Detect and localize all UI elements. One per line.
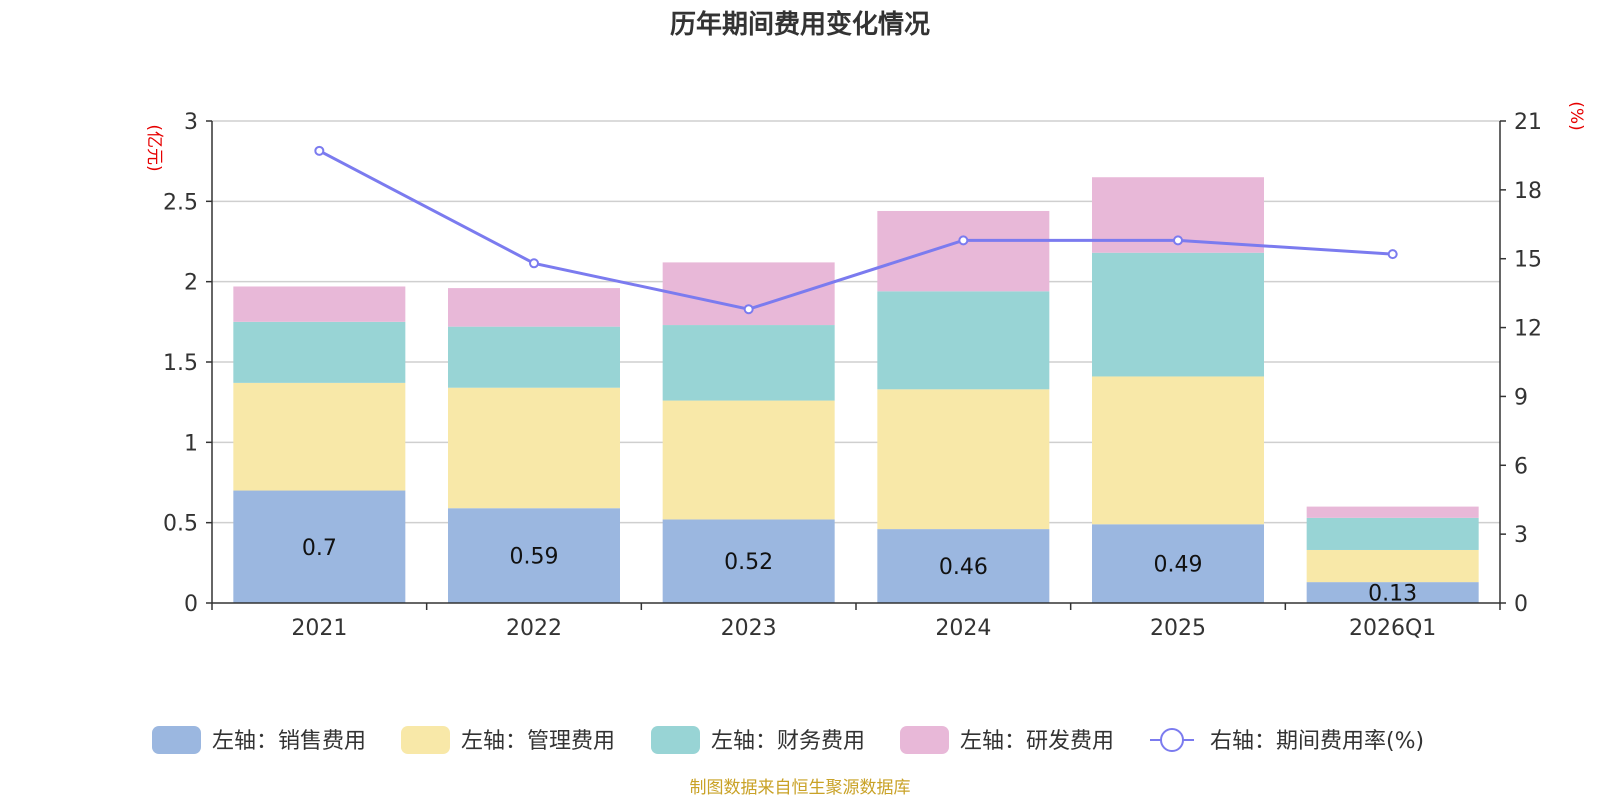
- legend-swatch: [900, 726, 949, 754]
- bar-segment: [1092, 376, 1264, 525]
- chart-title: 历年期间费用变化情况: [670, 9, 930, 40]
- right-axis-tick-label: 3: [1514, 523, 1528, 548]
- legend-label: 左轴：销售费用: [212, 729, 366, 754]
- x-axis-tick-label: 2021: [291, 616, 347, 641]
- left-axis-tick-label: 1.5: [163, 351, 198, 376]
- x-axis-tick-label: 2024: [935, 616, 991, 641]
- left-axis-tick-label: 3: [184, 110, 198, 135]
- rate-point: [529, 258, 539, 269]
- bar-segment: [233, 490, 406, 603]
- bar-segment: [662, 400, 835, 520]
- rate-point: [1387, 249, 1398, 260]
- legend-swatch: [401, 726, 450, 754]
- left-axis-tick-label: 1: [184, 431, 198, 456]
- x-axis-tick-label: 2023: [721, 616, 777, 641]
- right-axis-tick-label: 18: [1514, 179, 1542, 204]
- bar-segment: [877, 210, 1050, 292]
- right-axis-tick-label: 21: [1514, 110, 1542, 135]
- left-axis-tick-label: 2.5: [163, 190, 198, 215]
- legend: 左轴：销售费用 左轴：管理费用 左轴：财务费用 左轴：研发费用 右轴：期间费用率(%): [152, 726, 1424, 754]
- bar-segment: [1306, 549, 1479, 583]
- bar-segment: [233, 382, 406, 491]
- right-axis-tick-label: 9: [1514, 385, 1528, 410]
- bar-data-label: 0.59: [510, 545, 559, 570]
- bar-data-label: 0.49: [1154, 553, 1203, 578]
- bar-segment: [877, 389, 1050, 530]
- bar-data-label: 0.46: [939, 555, 988, 580]
- bar-segment: [877, 529, 1050, 603]
- rate-point: [1173, 235, 1183, 246]
- legend-label: 左轴：管理费用: [461, 729, 615, 754]
- rate-point: [314, 145, 325, 156]
- bar-segment: [662, 262, 835, 326]
- bar-segment: [448, 326, 620, 388]
- right-axis-tick-label: 12: [1514, 317, 1542, 342]
- legend-swatch: [651, 726, 700, 754]
- left-axis-tick-label: 0.5: [163, 512, 198, 537]
- right-axis-tick-label: 6: [1514, 454, 1528, 479]
- bar-segment: [448, 288, 620, 327]
- bar-label-layer: 0.7 0.59 0.52 0.46 0.490.13: [302, 536, 1417, 607]
- right-axis-tick-label: 15: [1514, 248, 1542, 273]
- bar-segment: [1092, 524, 1264, 603]
- source-note: 制图数据来自恒生聚源数据库: [690, 778, 911, 798]
- bar-segment: [1092, 252, 1264, 377]
- right-axis-unit: (%): [1566, 101, 1586, 130]
- bar-segment: [448, 387, 620, 509]
- bar-segment: [662, 519, 835, 603]
- bar-segment: [1306, 517, 1479, 550]
- bar-data-label: 0.52: [724, 550, 773, 575]
- x-axis-tick-label: 2026Q1: [1349, 616, 1436, 641]
- gridlines: [212, 120, 1500, 524]
- legend-label: 左轴：财务费用: [711, 729, 865, 754]
- rate-point: [958, 235, 969, 246]
- bar-layer: [233, 177, 1479, 603]
- bar-segment: [1306, 582, 1479, 603]
- axes: 0 0.5 1 1.5 2 2.5 3 0 3 6 9 12 15 18 21 2021 2022 2023 202…: [163, 110, 1542, 641]
- x-axis-tick-label: 2025: [1150, 616, 1206, 641]
- bar-segment: [233, 286, 406, 322]
- bar-segment: [662, 325, 835, 401]
- bar-segment: [448, 508, 620, 603]
- legend-label: 右轴：期间费用率(%): [1210, 729, 1424, 754]
- legend-swatch: [152, 726, 201, 754]
- bar-data-label: 0.7: [302, 536, 337, 561]
- left-axis-unit: (亿元): [144, 124, 164, 171]
- bar-segment: [233, 321, 406, 383]
- left-axis-tick-label: 2: [184, 271, 198, 296]
- left-axis-tick-label: 0: [184, 592, 198, 617]
- rate-line-layer: [314, 145, 1398, 315]
- right-axis-tick-label: 0: [1514, 592, 1528, 617]
- bar-segment: [1306, 506, 1479, 518]
- x-axis-tick-label: 2022: [506, 616, 562, 641]
- legend-label: 左轴：研发费用: [960, 729, 1114, 754]
- rate-point: [743, 304, 754, 315]
- legend-marker: [1160, 728, 1184, 752]
- bar-segment: [877, 291, 1050, 390]
- rate-line: [318, 149, 1393, 311]
